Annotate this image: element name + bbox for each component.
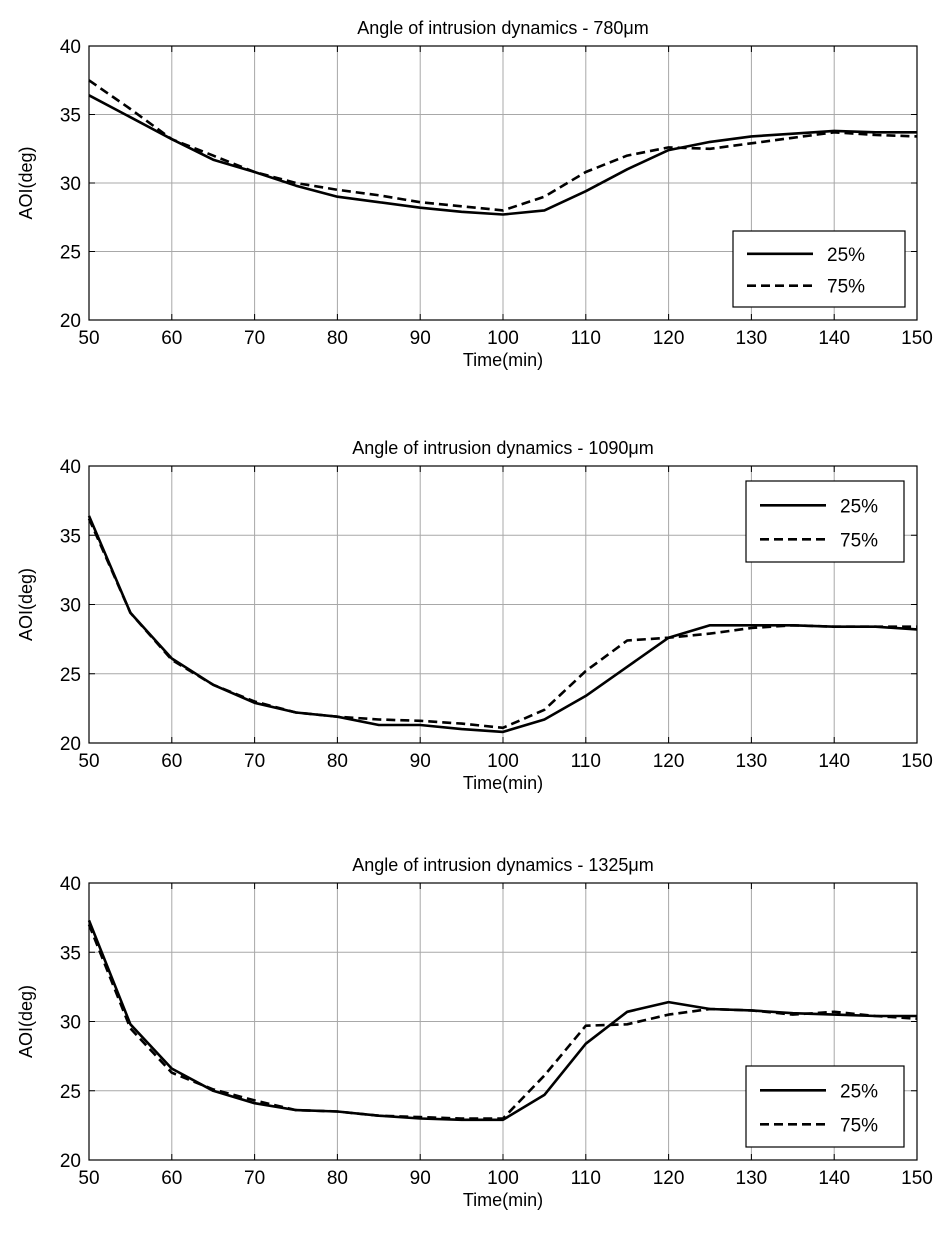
x-tick-label: 70 — [244, 751, 265, 772]
y-axis-label: AOI(deg) — [16, 146, 36, 219]
x-tick-label: 80 — [327, 328, 348, 349]
y-tick-label: 35 — [60, 526, 81, 547]
y-tick-label: 20 — [60, 311, 81, 332]
chart-panel-1: 50 60 70 80 90 100 110 120 130 140 150 20 25 30 35 40 An… — [16, 18, 933, 370]
y-tick-label: 35 — [60, 106, 81, 127]
x-tick-label: 140 — [818, 328, 850, 349]
x-tick-label: 150 — [901, 328, 933, 349]
x-tick-label: 100 — [487, 1168, 519, 1189]
y-axis-label: AOI(deg) — [16, 985, 36, 1058]
legend-label: 75% — [840, 530, 878, 551]
legend: 25% 75% — [746, 1066, 904, 1147]
x-tick-label: 120 — [653, 751, 685, 772]
x-tick-label: 140 — [818, 751, 850, 772]
x-tick-label: 100 — [487, 751, 519, 772]
x-tick-label: 130 — [736, 328, 768, 349]
x-tick-label: 80 — [327, 751, 348, 772]
chart-title: Angle of intrusion dynamics - 1090μm — [352, 438, 654, 458]
y-tick-label: 30 — [60, 1013, 81, 1034]
y-tick-label: 35 — [60, 943, 81, 964]
x-tick-label: 70 — [244, 328, 265, 349]
legend-box — [733, 231, 905, 307]
x-tick-label: 60 — [161, 1168, 182, 1189]
x-tick-label: 50 — [78, 751, 99, 772]
x-tick-label: 80 — [327, 1168, 348, 1189]
x-tick-label: 150 — [901, 1168, 933, 1189]
x-tick-label: 100 — [487, 328, 519, 349]
x-tick-label: 90 — [410, 751, 431, 772]
y-tick-label: 25 — [60, 665, 81, 686]
y-tick-label: 25 — [60, 243, 81, 264]
legend-label: 75% — [827, 277, 865, 298]
y-tick-label: 30 — [60, 596, 81, 617]
x-tick-label: 90 — [410, 1168, 431, 1189]
y-tick-label: 30 — [60, 174, 81, 195]
y-tick-label: 25 — [60, 1082, 81, 1103]
chart-title: Angle of intrusion dynamics - 780μm — [357, 18, 649, 38]
y-tick-label: 40 — [60, 874, 81, 895]
legend-label: 25% — [840, 496, 878, 517]
legend-label: 75% — [840, 1115, 878, 1136]
x-axis-label: Time(min) — [463, 1190, 543, 1210]
x-tick-label: 130 — [736, 751, 768, 772]
y-tick-label: 40 — [60, 37, 81, 58]
y-axis-label: AOI(deg) — [16, 568, 36, 641]
x-tick-label: 110 — [571, 328, 601, 349]
x-axis-label: Time(min) — [463, 350, 543, 370]
x-tick-label: 90 — [410, 328, 431, 349]
x-axis-label: Time(min) — [463, 773, 543, 793]
chart-title: Angle of intrusion dynamics - 1325μm — [352, 855, 654, 875]
y-tick-label: 20 — [60, 1151, 81, 1172]
x-tick-label: 50 — [78, 328, 99, 349]
legend-label: 25% — [840, 1081, 878, 1102]
x-tick-label: 50 — [78, 1168, 99, 1189]
x-tick-label: 120 — [653, 328, 685, 349]
chart-panel-2: 50 60 70 80 90 100 110 120 130 140 150 20 25 30 35 40 An… — [16, 438, 933, 793]
x-tick-label: 60 — [161, 328, 182, 349]
x-tick-label: 130 — [736, 1168, 768, 1189]
legend-label: 25% — [827, 245, 865, 266]
chart-panel-3: 50 60 70 80 90 100 110 120 130 140 150 20 25 30 35 40 An… — [16, 855, 933, 1210]
legend-box — [746, 1066, 904, 1147]
x-tick-label: 120 — [653, 1168, 685, 1189]
x-tick-label: 60 — [161, 751, 182, 772]
legend-box — [746, 481, 904, 562]
legend: 25% 75% — [746, 481, 904, 562]
y-tick-label: 40 — [60, 457, 81, 478]
x-tick-label: 140 — [818, 1168, 850, 1189]
x-tick-label: 110 — [571, 1168, 601, 1189]
x-tick-label: 70 — [244, 1168, 265, 1189]
x-tick-label: 110 — [571, 751, 601, 772]
legend: 25% 75% — [733, 231, 905, 307]
x-tick-label: 150 — [901, 751, 933, 772]
y-tick-label: 20 — [60, 734, 81, 755]
